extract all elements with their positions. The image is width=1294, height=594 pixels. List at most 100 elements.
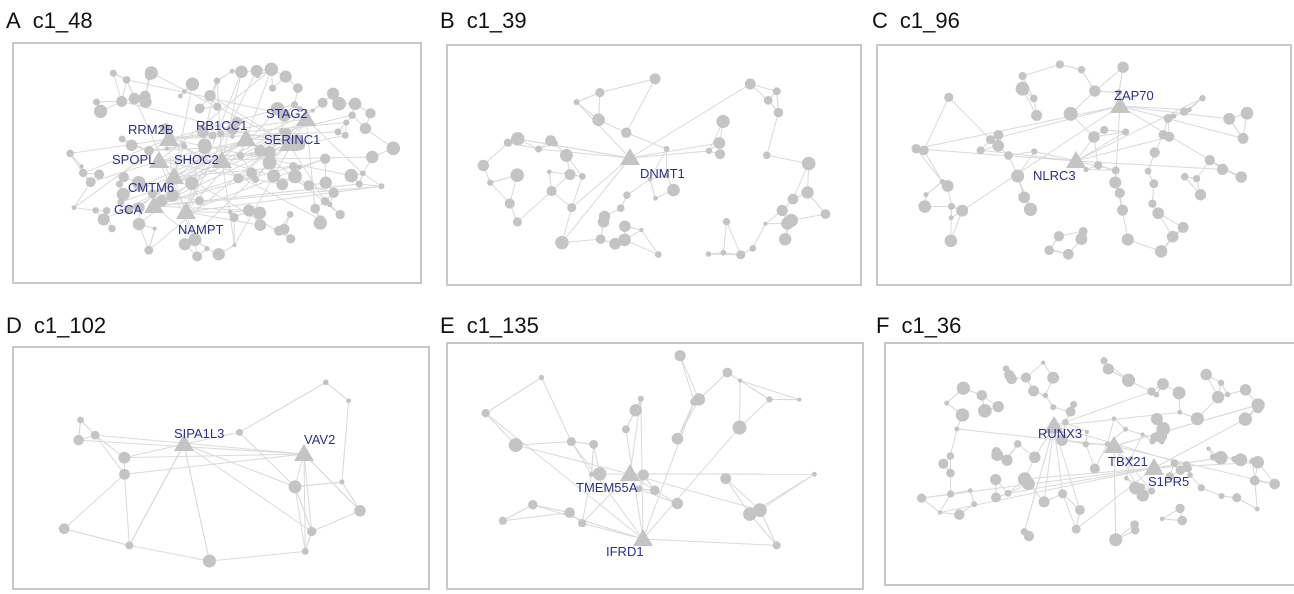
network-node [1109,533,1123,547]
network-node [743,507,757,521]
network-edge [571,176,583,208]
network-node [690,397,698,406]
network-node [720,473,732,485]
network-edge [185,108,278,213]
network-edge [570,441,644,540]
network-node [573,99,580,106]
network-node [94,169,105,180]
network-edge [582,522,644,540]
network-edge [64,528,130,546]
network-edge [123,176,175,195]
network-edge [507,142,539,150]
network-node [1023,202,1038,216]
network-node [1083,166,1089,173]
network-node [102,207,111,215]
network-node [296,106,303,112]
network-node [1240,106,1254,120]
network-edge [1075,136,1170,162]
network-node [270,101,285,116]
network-node [93,98,101,106]
network-node [177,93,183,99]
network-edge [949,428,958,457]
network-node [139,95,152,109]
network-node [663,145,670,152]
network-node [820,209,831,219]
network-node [992,401,1004,413]
network-edge [541,377,572,442]
network-node [1028,451,1041,464]
network-edge [1022,63,1060,77]
network-node [1117,61,1129,73]
network-node [197,126,209,138]
network-node [937,510,943,515]
network-node [126,139,138,152]
network-node [254,219,267,231]
network-node [1071,524,1081,534]
network-node [1020,372,1032,383]
network-node [1200,368,1212,381]
network-node [78,168,88,178]
network-node [327,87,340,100]
network-node [1149,179,1159,189]
network-edge [1113,445,1152,492]
network-node [1121,233,1134,246]
network-node [1154,429,1168,443]
network-node [1038,496,1050,508]
network-node [166,189,179,202]
network-node [1089,85,1101,97]
network-node [1004,489,1012,497]
network-edge [341,400,350,483]
network-node [288,169,302,184]
network-node [595,87,605,98]
network-node [1050,404,1057,411]
network-node [1177,409,1183,415]
network-node [359,122,372,135]
network-node [592,113,605,127]
network-node [319,153,331,164]
network-node [1062,418,1069,426]
network-edge [517,190,552,223]
gene-hub-node [1110,96,1130,113]
network-node [278,223,290,235]
network-node [567,203,577,213]
network-edge [1034,151,1077,162]
network-node [322,379,329,386]
network-node [1093,161,1103,170]
network-edges [485,355,815,546]
network-node [498,516,507,525]
network-node [508,438,523,453]
network-node [944,400,950,406]
network-node [1144,167,1152,175]
network-node [1070,401,1078,409]
network-node [119,468,130,480]
network-node [772,87,781,96]
network-edge [1125,428,1143,436]
network-node [73,434,84,446]
panel-name: c1_102 [33,313,107,338]
network-node [1124,475,1129,481]
network-edge [916,105,1121,150]
network-node [1150,412,1163,425]
network-node [1177,515,1187,526]
network-node [195,196,205,206]
network-node [1100,357,1108,365]
gene-hub-node [294,444,314,461]
network-edge [183,443,210,562]
network-node [991,449,1004,462]
gene-label-shoc2: SHOC2 [174,152,219,167]
network-panel-a: RRM2B RB1CC1 STAG2 SERINC1 SPOPL SHOC2 C… [12,42,422,284]
gene-hub-node [620,464,640,481]
network-edge [915,148,943,183]
network-node [978,403,992,418]
gene-label-zap70: ZAP70 [1114,88,1154,103]
network-node [948,215,954,221]
network-node [1182,461,1191,469]
network-edge [677,399,700,439]
network-edge [128,443,185,546]
network-edges [915,63,1248,255]
panel-letter: D [6,313,22,338]
network-node [993,129,1004,140]
network-nodes [66,62,401,262]
